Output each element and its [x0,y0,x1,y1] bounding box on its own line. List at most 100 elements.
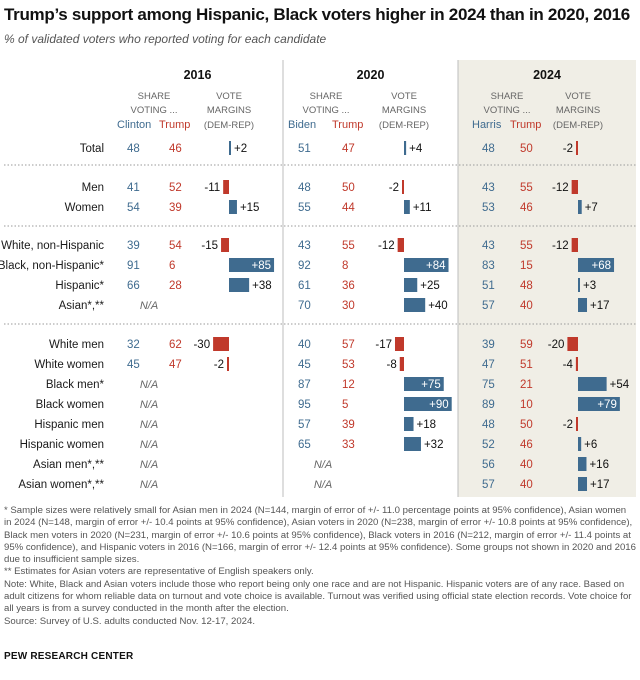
row-label: Black, non-Hispanic* [0,260,105,272]
dem-share-value: 66 [127,280,140,292]
vote-table-chart: 2016 SHARE VOTING ... VOTE MARGINS (DEM-REP) C… [0,60,636,497]
margin-bar-dem [404,417,414,431]
na-value: N/A [140,399,158,411]
dem-share-value: 48 [482,419,495,431]
row-label: Black women [36,399,104,411]
dem-share-value: 57 [482,479,495,491]
margin-bar-dem [404,141,407,155]
footnotes: * Sample sizes were relatively small for… [4,505,636,628]
dem-share-value: 48 [127,143,140,155]
na-value: N/A [314,479,332,491]
dem-share-value: 87 [298,379,311,391]
margin-bar-rep [571,238,578,252]
dem-share-value: 51 [482,280,495,292]
panel-year-2020: 2020 [357,68,385,82]
na-value: N/A [140,300,158,312]
rep-share-value: 28 [169,280,182,292]
row-label: Total [80,143,104,155]
dem-share-value: 43 [482,182,495,194]
dem-share-value: 39 [482,339,495,351]
margin-bar-dem [578,298,588,312]
rep-share-value: 12 [342,379,355,391]
row-label: Asian men*,** [33,459,104,471]
margin-label: +18 [417,419,437,431]
margin-bar-dem [578,457,587,471]
margin-bar-rep [399,357,404,371]
margin-label: +84 [426,260,446,272]
rep-share-value: 52 [169,182,182,194]
dem-share-value: 45 [298,359,311,371]
row-label: White women [34,359,104,371]
margin-bar-rep [576,417,578,431]
margin-bar-dem [578,477,588,491]
rep-share-value: 47 [169,359,182,371]
margin-label: +32 [424,439,444,451]
rep-share-value: 48 [520,280,533,292]
dem-share-value: 91 [127,260,140,272]
margin-bar-dem [578,278,580,292]
dem-candidate-name: Biden [288,119,316,131]
margin-header-label: MARGINS [382,105,426,116]
rep-share-value: 40 [520,459,533,471]
margin-label: +11 [413,202,432,214]
rep-share-value: 53 [342,359,355,371]
margin-label: +4 [409,143,423,155]
rep-candidate-name: Trump [510,119,541,131]
margin-label: +75 [421,379,441,391]
margin-label: +25 [420,280,440,292]
margin-header-label: VOTE [216,91,242,102]
margin-bar-dem [229,141,231,155]
row-label: Hispanic men [34,419,104,431]
na-value: N/A [140,479,158,491]
margin-bar-dem [578,397,620,411]
margin-bar-dem [404,437,421,451]
margin-label: -8 [387,359,397,371]
rep-share-value: 46 [520,439,533,451]
margin-bar-dem [404,298,426,312]
dem-share-value: 95 [298,399,311,411]
row-label: Women [65,202,104,214]
rep-share-value: 39 [169,202,182,214]
share-header-label: VOTING ... [303,105,350,116]
dem-share-value: 40 [298,339,311,351]
footnote-asian-estimates: ** Estimates for Asian voters are repres… [4,566,314,578]
dem-share-value: 39 [127,240,140,252]
rep-share-value: 59 [520,339,533,351]
row-label: Men [82,182,104,194]
rep-share-value: 36 [342,280,355,292]
rep-share-value: 62 [169,339,182,351]
margin-bar-rep [394,337,404,351]
margin-bar-dem [229,278,250,292]
margin-label: +38 [252,280,272,292]
margin-label: -12 [378,240,395,252]
rep-share-value: 10 [520,399,533,411]
footnote-source: Source: Survey of U.S. adults conducted … [4,615,256,627]
margin-label: -2 [214,359,224,371]
dem-share-value: 51 [298,143,311,155]
rep-share-value: 6 [169,260,175,272]
margin-bar-dem [578,377,607,391]
margin-bar-rep [575,357,578,371]
rep-share-value: 50 [342,182,355,194]
rep-share-value: 55 [520,240,533,252]
margin-header-label: MARGINS [207,105,251,116]
margin-label: +16 [589,459,609,471]
margin-label: -17 [375,339,392,351]
dem-share-value: 54 [127,202,140,214]
share-header-label: SHARE [310,91,343,102]
margin-label: -4 [563,359,574,371]
share-header-label: SHARE [491,91,524,102]
share-header-label: VOTING ... [131,105,178,116]
margin-label: -12 [552,182,569,194]
margin-bar-dem [404,278,418,292]
rep-share-value: 46 [169,143,182,155]
margin-label: +3 [583,280,596,292]
rep-candidate-name: Trump [332,119,363,131]
dem-share-value: 47 [482,359,495,371]
margin-header-label: VOTE [391,91,417,102]
dem-share-value: 48 [298,182,311,194]
dem-share-value: 41 [127,182,140,194]
margin-bar-dem [404,397,452,411]
margin-label: +40 [428,300,448,312]
margin-bar-rep [397,238,404,252]
